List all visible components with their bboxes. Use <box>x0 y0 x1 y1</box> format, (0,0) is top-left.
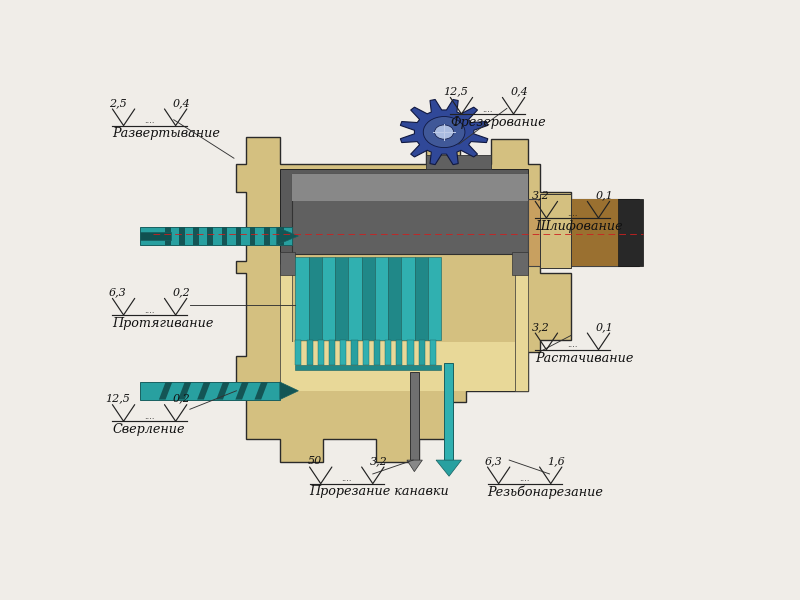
Polygon shape <box>351 340 358 365</box>
Text: 0,1: 0,1 <box>595 322 613 332</box>
Polygon shape <box>430 340 436 365</box>
Text: 12,5: 12,5 <box>106 394 130 404</box>
Polygon shape <box>388 257 402 340</box>
Text: ....: .... <box>519 474 530 483</box>
Polygon shape <box>362 257 374 340</box>
Polygon shape <box>250 227 255 245</box>
Polygon shape <box>194 227 199 245</box>
Polygon shape <box>362 340 369 365</box>
Polygon shape <box>410 372 419 460</box>
Polygon shape <box>348 257 362 340</box>
Polygon shape <box>295 365 441 370</box>
Polygon shape <box>278 227 284 245</box>
Polygon shape <box>280 252 295 275</box>
Polygon shape <box>277 227 298 245</box>
Polygon shape <box>340 340 346 365</box>
Polygon shape <box>140 382 280 400</box>
Polygon shape <box>280 382 298 400</box>
Polygon shape <box>292 173 528 254</box>
Text: 6,3: 6,3 <box>484 456 502 466</box>
Polygon shape <box>374 340 380 365</box>
Polygon shape <box>318 340 324 365</box>
Polygon shape <box>295 340 302 365</box>
Polygon shape <box>280 264 292 391</box>
Text: ....: .... <box>567 209 578 218</box>
Text: 0,2: 0,2 <box>172 287 190 298</box>
Polygon shape <box>197 382 210 400</box>
Text: Фрезерование: Фрезерование <box>450 116 546 129</box>
Polygon shape <box>237 137 571 463</box>
Text: ....: .... <box>482 104 493 113</box>
Text: 3,2: 3,2 <box>532 322 550 332</box>
Polygon shape <box>165 227 170 245</box>
Polygon shape <box>306 340 313 365</box>
Polygon shape <box>515 264 528 391</box>
Polygon shape <box>179 227 185 245</box>
Polygon shape <box>436 460 462 476</box>
Polygon shape <box>540 194 571 268</box>
Polygon shape <box>235 382 249 400</box>
Polygon shape <box>618 199 642 266</box>
Text: 0,4: 0,4 <box>510 86 528 97</box>
Text: Прорезание канавки: Прорезание канавки <box>310 485 450 499</box>
Text: 0,1: 0,1 <box>595 190 613 200</box>
Circle shape <box>434 125 454 139</box>
Polygon shape <box>444 363 454 460</box>
Text: Резьбонарезание: Резьбонарезание <box>487 485 603 499</box>
Text: Протягивание: Протягивание <box>112 317 214 330</box>
Polygon shape <box>292 342 515 391</box>
Polygon shape <box>329 340 335 365</box>
Polygon shape <box>264 227 270 245</box>
Polygon shape <box>236 227 242 245</box>
Polygon shape <box>159 382 172 400</box>
Text: 3,2: 3,2 <box>370 456 387 466</box>
Text: Шлифование: Шлифование <box>535 220 623 233</box>
Text: ....: .... <box>342 474 352 483</box>
Text: 1,6: 1,6 <box>547 456 565 466</box>
Polygon shape <box>335 257 348 340</box>
Polygon shape <box>140 232 171 241</box>
Polygon shape <box>216 382 230 400</box>
Polygon shape <box>528 199 639 266</box>
Text: Развертывание: Развертывание <box>112 127 220 140</box>
Text: 0,4: 0,4 <box>172 98 190 108</box>
Polygon shape <box>402 257 414 340</box>
Polygon shape <box>512 252 528 275</box>
Polygon shape <box>400 100 488 164</box>
Polygon shape <box>280 169 528 264</box>
Text: ....: .... <box>567 340 578 349</box>
Polygon shape <box>295 257 309 340</box>
Polygon shape <box>309 257 322 340</box>
Polygon shape <box>428 257 441 340</box>
Polygon shape <box>374 257 388 340</box>
Text: 12,5: 12,5 <box>443 86 468 97</box>
Polygon shape <box>407 340 414 365</box>
Text: Растачивание: Растачивание <box>535 352 634 365</box>
Polygon shape <box>418 340 425 365</box>
Polygon shape <box>207 227 213 245</box>
Polygon shape <box>178 382 191 400</box>
Polygon shape <box>222 227 227 245</box>
Circle shape <box>423 116 465 148</box>
Text: ....: .... <box>144 305 155 314</box>
Polygon shape <box>414 257 428 340</box>
Text: 2,5: 2,5 <box>109 98 127 108</box>
Text: Сверление: Сверление <box>112 423 185 436</box>
Polygon shape <box>407 460 422 472</box>
Polygon shape <box>571 199 618 266</box>
Text: 50: 50 <box>308 456 322 466</box>
Polygon shape <box>396 340 402 365</box>
Polygon shape <box>426 155 490 169</box>
Polygon shape <box>385 340 391 365</box>
Polygon shape <box>140 227 292 245</box>
Polygon shape <box>254 382 268 400</box>
Text: 3,2: 3,2 <box>532 190 550 200</box>
Text: 0,2: 0,2 <box>172 394 190 404</box>
Polygon shape <box>322 257 335 340</box>
Text: ....: .... <box>144 412 155 421</box>
Polygon shape <box>292 173 528 202</box>
Text: 6,3: 6,3 <box>109 287 127 298</box>
Text: ....: .... <box>144 116 155 125</box>
